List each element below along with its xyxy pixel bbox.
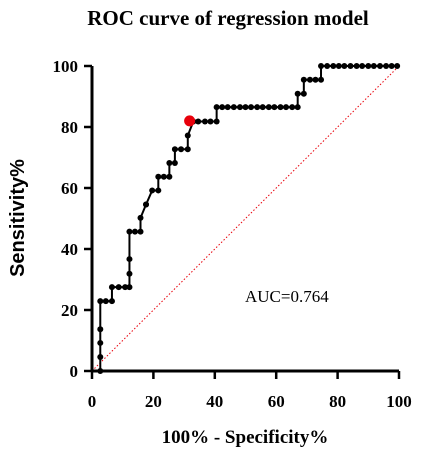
roc-point: [126, 256, 133, 263]
roc-point: [365, 63, 372, 69]
roc-point: [242, 104, 249, 111]
roc-point: [370, 63, 377, 69]
axes: [84, 64, 401, 379]
auc-annotation: AUC=0.764: [245, 287, 329, 306]
roc-point: [312, 76, 319, 83]
roc-point: [115, 284, 122, 291]
y-axis-label: Sensitivity%: [7, 159, 29, 277]
roc-point: [294, 90, 301, 97]
x-tick-label: 60: [268, 392, 285, 411]
roc-point: [108, 298, 115, 305]
roc-point: [126, 228, 133, 235]
y-tick-label: 100: [53, 57, 79, 76]
roc-series: [97, 63, 401, 374]
y-tick-label: 60: [61, 179, 78, 198]
roc-point: [300, 90, 307, 97]
y-tick-label: 40: [61, 240, 78, 259]
chart-title: ROC curve of regression model: [87, 6, 369, 30]
roc-point: [213, 104, 220, 111]
roc-point: [108, 284, 115, 291]
roc-point: [143, 201, 150, 208]
roc-point: [277, 104, 284, 111]
roc-point: [271, 104, 278, 111]
roc-point: [171, 159, 178, 166]
tick-labels: 0 20 40 60 80 100 0 20 40 60 80 100: [53, 57, 412, 411]
roc-point: [224, 104, 231, 111]
roc-point: [97, 353, 104, 360]
roc-point: [126, 284, 133, 291]
roc-point: [330, 63, 337, 69]
roc-point: [300, 76, 307, 83]
x-tick-label: 0: [88, 392, 97, 411]
roc-point: [166, 173, 173, 180]
roc-point: [213, 118, 220, 125]
highlight-point: [184, 115, 196, 127]
roc-point: [353, 63, 360, 69]
roc-point: [184, 132, 191, 139]
y-tick-label: 20: [61, 301, 78, 320]
x-tick-label: 100: [386, 392, 412, 411]
roc-point: [131, 228, 138, 235]
roc-point: [376, 63, 383, 69]
roc-point: [324, 63, 331, 69]
roc-point: [171, 146, 178, 153]
roc-point: [259, 104, 266, 111]
roc-point: [137, 214, 144, 221]
roc-point: [230, 104, 237, 111]
roc-point: [265, 104, 272, 111]
roc-point: [102, 298, 109, 305]
x-tick-label: 80: [329, 392, 346, 411]
roc-point: [195, 118, 202, 125]
roc-point: [166, 159, 173, 166]
roc-point: [97, 298, 104, 305]
roc-point: [318, 63, 325, 69]
roc-point: [97, 368, 104, 374]
x-axis-label: 100% - Specificity%: [162, 427, 329, 448]
roc-point: [149, 187, 156, 194]
roc-point: [254, 104, 261, 111]
roc-point: [97, 326, 104, 333]
roc-point: [347, 63, 354, 69]
roc-point: [341, 63, 348, 69]
y-tick-label: 0: [70, 362, 79, 381]
roc-point: [394, 63, 401, 69]
roc-point: [126, 270, 133, 277]
roc-point: [155, 173, 162, 180]
roc-point: [155, 187, 162, 194]
roc-point: [184, 146, 191, 153]
roc-point: [318, 76, 325, 83]
y-tick-label: 80: [61, 118, 78, 137]
roc-point: [97, 339, 104, 346]
roc-point: [383, 63, 390, 69]
roc-point: [306, 76, 313, 83]
roc-point: [283, 104, 290, 111]
roc-point: [178, 146, 185, 153]
roc-point: [359, 63, 366, 69]
x-tick-label: 40: [206, 392, 223, 411]
optimal-cutoff: [184, 115, 196, 127]
roc-point: [219, 104, 226, 111]
roc-point: [122, 284, 129, 291]
roc-point: [335, 63, 342, 69]
roc-point: [201, 118, 208, 125]
reference-line: [91, 65, 400, 372]
roc-point: [294, 104, 301, 111]
roc-point: [207, 118, 214, 125]
roc-point: [388, 63, 395, 69]
roc-point: [160, 173, 167, 180]
roc-point: [289, 104, 296, 111]
roc-point: [137, 228, 144, 235]
x-tick-label: 20: [145, 392, 162, 411]
reference-diagonal: [91, 65, 400, 372]
roc-point: [236, 104, 243, 111]
roc-point: [248, 104, 255, 111]
